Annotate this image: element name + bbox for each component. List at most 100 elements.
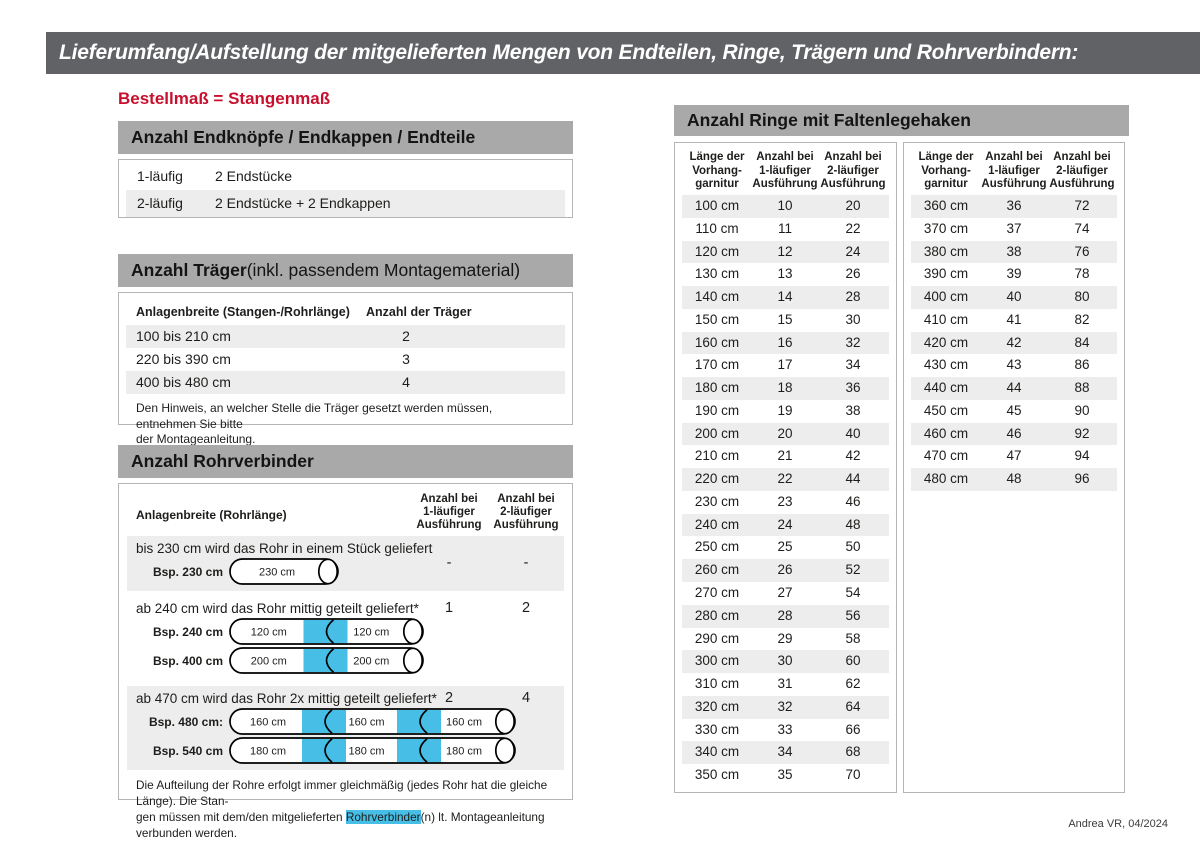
endpieces-row: 2-läufig 2 Endstücke + 2 Endkappen	[126, 190, 565, 217]
rohrverbinder-block: ab 470 cm wird das Rohr 2x mittig geteil…	[127, 686, 564, 770]
note-line2-pre: gen müssen mit dem/den mitgelieferten	[136, 809, 346, 824]
pipe-diagram: 160 cm 160 cm 160 cm	[229, 708, 516, 735]
ring-cell: 38	[845, 402, 861, 418]
ring-row: 450 cm 45 90	[911, 400, 1117, 423]
ring-cell: 52	[845, 562, 861, 578]
pipe-segment-length: 160 cm	[446, 717, 482, 729]
section-endpieces-table: 1-läufig 2 Endstücke 2-läufig 2 Endstücke +…	[118, 159, 573, 218]
traeger-rows: 100 bis 210 cm 2 220 bis 390 cm 3 400 bis 48…	[119, 325, 572, 394]
ring-cell: 28	[777, 607, 793, 623]
ringe-col3-header: Anzahl bei 2-läufiger Ausführung	[820, 151, 886, 190]
traeger-col1-header: Anlagenbreite (Stangen-/Rohrlänge)	[136, 305, 350, 319]
rohrverbinder-col1-header: Anlagenbreite (Rohrlänge)	[136, 508, 287, 522]
endpieces-row: 1-läufig 2 Endstücke	[126, 163, 565, 190]
ring-row: 160 cm 16 32	[682, 331, 889, 355]
section-rohrverbinder-header: Anzahl Rohrverbinder	[118, 445, 573, 478]
ring-cell: 12	[777, 243, 793, 259]
ring-cell: 19	[777, 402, 793, 418]
ring-cell: 15	[777, 311, 793, 327]
note-line2-post: (n) lt. Montageanleitung verbunden werde…	[136, 809, 545, 840]
ring-row: 260 cm 26 52	[682, 559, 889, 583]
ring-row: 390 cm 39 78	[911, 263, 1117, 286]
rohrverbinder-block: bis 230 cm wird das Rohr in einem Stück …	[127, 536, 564, 591]
ring-cell: 410 cm	[923, 311, 969, 327]
pipe-example-label: Bsp. 240 cm	[152, 624, 223, 639]
rohrverbinder-connector	[302, 739, 346, 762]
ring-cell: 310 cm	[694, 676, 740, 692]
ring-cell: 24	[845, 243, 861, 259]
ring-row: 320 cm 32 64	[682, 695, 889, 719]
pipe-row: Bsp. 230 cm 230 cm	[127, 558, 564, 585]
ring-cell: 20	[777, 425, 793, 441]
ring-cell: 34	[845, 357, 861, 373]
ring-cell: 38	[1006, 243, 1022, 259]
endpieces-rows: 1-läufig 2 Endstücke 2-läufig 2 Endstücke +…	[119, 163, 572, 217]
endpieces-parts: 2 Endstücke	[215, 168, 293, 184]
ring-cell: 440 cm	[923, 380, 969, 396]
ringe-col2-header: Anzahl bei 1-läufiger Ausführung	[752, 151, 818, 190]
endpieces-parts: 2 Endstücke + 2 Endkappen	[215, 195, 391, 211]
pipe-diagram: 200 cm 200 cm	[229, 647, 424, 674]
ring-row: 190 cm 19 38	[682, 400, 889, 423]
pipe-row: Bsp. 540 cm 180 cm 180 cm 180 cm	[127, 737, 564, 764]
ring-cell: 72	[1074, 198, 1090, 213]
ring-cell: 74	[1074, 220, 1090, 236]
ring-cell: 46	[845, 493, 861, 509]
traeger-title-bold: Anzahl Träger	[131, 260, 247, 280]
ring-cell: 230 cm	[694, 493, 740, 509]
ring-row: 460 cm 46 92	[911, 422, 1117, 446]
endpieces-type: 2-läufig	[137, 195, 183, 211]
ring-row: 240 cm 24 48	[682, 513, 889, 537]
ring-row: 130 cm 13 26	[682, 263, 889, 286]
ring-cell: 62	[845, 676, 861, 692]
ring-row: 350 cm 35 70	[682, 764, 889, 787]
ring-cell: 44	[1006, 380, 1022, 396]
ring-cell: 92	[1074, 425, 1090, 441]
traeger-row: 220 bis 390 cm 3	[126, 348, 565, 371]
ring-table-1: 100 cm 10 20 110 cm 11 22 120 cm 12 24 130 cm 13 26…	[675, 195, 896, 787]
ring-cell: 220 cm	[694, 471, 740, 487]
traeger-table-header: Anlagenbreite (Stangen-/Rohrlänge) Anzah…	[119, 293, 572, 325]
pipe-segment-length: 120 cm	[353, 627, 389, 639]
ring-cell: 110 cm	[695, 220, 739, 236]
pipe-segment-length: 180 cm	[250, 746, 286, 758]
ring-table-2: 360 cm 36 72 370 cm 37 74 380 cm 38 76 390 cm 39 78…	[904, 195, 1124, 491]
ring-row: 480 cm 48 96	[911, 468, 1117, 491]
ring-row: 330 cm 33 66	[682, 719, 889, 742]
endpieces-type: 1-läufig	[137, 168, 183, 184]
ring-cell: 41	[1006, 311, 1022, 327]
ring-cell: 270 cm	[694, 585, 740, 601]
ring-row: 110 cm 11 22	[682, 218, 889, 241]
section-ringe-header: Anzahl Ringe mit Faltenlegehaken	[674, 105, 1129, 136]
ringe-col1-header: Länge der Vorhang- garnitur	[918, 151, 974, 190]
ring-row: 440 cm 44 88	[911, 377, 1117, 400]
ring-row: 270 cm 27 54	[682, 582, 889, 605]
ring-row: 400 cm 40 80	[911, 286, 1117, 309]
rohrverbinder-connector	[397, 710, 441, 733]
ring-cell: 11	[777, 220, 792, 236]
ring-cell: 26	[845, 266, 861, 282]
ring-cell: 370 cm	[923, 220, 969, 236]
traeger-note-line2: der Montageanleitung.	[136, 432, 256, 447]
section-rohrverbinder-table: Anlagenbreite (Rohrlänge) Anzahl bei 1-l…	[118, 483, 573, 840]
ring-cell: 88	[1074, 380, 1090, 396]
pipe-segment-length: 120 cm	[251, 627, 287, 639]
ring-cell: 450 cm	[923, 402, 969, 418]
ring-row: 420 cm 42 84	[911, 331, 1117, 355]
ring-cell: 320 cm	[694, 698, 740, 714]
ring-cell: 260 cm	[694, 562, 740, 578]
pipe-example-label: Bsp. 230 cm	[152, 564, 223, 579]
rohrverbinder-note-line1: Die Aufteilung der Rohre erfolgt immer g…	[136, 778, 548, 808]
rohrverbinder-block: ab 240 cm wird das Rohr mittig geteilt g…	[127, 596, 564, 680]
ring-cell: 160 cm	[694, 334, 740, 350]
ring-cell: 39	[1006, 266, 1022, 282]
ring-cell: 76	[1074, 243, 1090, 259]
ringe-col3-header: Anzahl bei 2-läufiger Ausführung	[1049, 151, 1115, 190]
traeger-note: Den Hinweis, an welcher Stelle die Träge…	[136, 401, 555, 448]
count-1-laeufig: 2	[444, 690, 454, 706]
ring-row: 290 cm 29 58	[682, 628, 889, 651]
rohrverbinder-highlight: Rohrverbinder	[345, 809, 421, 824]
document-footer: Andrea VR, 04/2024	[1068, 818, 1168, 830]
ring-cell: 40	[845, 425, 861, 441]
